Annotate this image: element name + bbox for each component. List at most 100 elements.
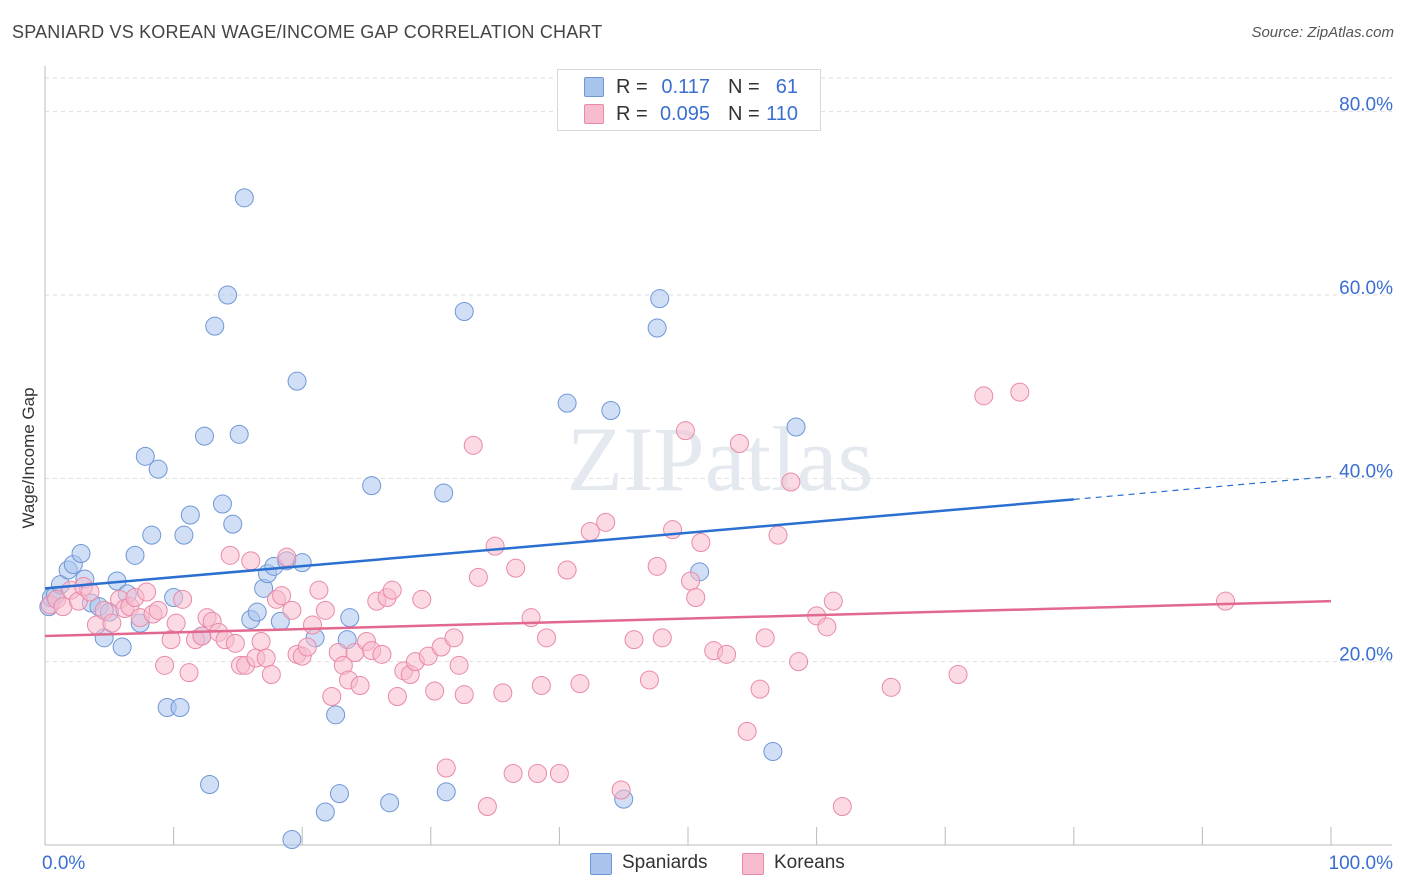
watermark: ZIPatlas [567,408,874,510]
data-point [225,633,245,653]
data-point [528,764,548,783]
data-points [39,188,1236,849]
data-point [624,630,644,650]
data-point [174,525,194,545]
data-point [282,830,302,849]
data-point [755,628,775,648]
data-point [261,665,281,684]
data-point [650,289,670,309]
data-point [652,628,672,648]
data-point [691,533,711,552]
trend-lines [44,475,1332,638]
data-point [611,780,631,800]
data-point [948,665,968,684]
r-value: 0.117 [661,76,710,98]
data-point [223,514,243,534]
n-label: N = [728,76,760,98]
data-point [468,567,488,587]
data-point [647,556,667,576]
trend-line-koreans [44,599,1332,638]
data-point [387,687,407,706]
r-label: R = [616,76,648,98]
data-point [362,476,382,496]
data-point [601,401,621,420]
koreans-swatch [584,104,604,124]
data-point [1216,591,1236,611]
data-point [137,582,157,602]
data-point [173,589,193,609]
data-point [717,644,737,664]
data-point [272,586,292,606]
koreans-legend-swatch [742,853,764,875]
data-point [763,742,783,761]
source-note: Source: ZipAtlas.com [1251,24,1394,41]
spaniards-legend-label: Spaniards [622,852,708,873]
stats-legend: R = 0.117 N = 61 R = 0.095 N = 110 [557,69,821,131]
data-point [155,655,175,675]
data-point [832,797,852,816]
data-point [297,637,317,657]
n-value: 61 [775,76,798,98]
data-point [148,459,168,479]
data-point [454,685,474,705]
data-point [881,677,901,697]
data-point [282,600,302,620]
stats-row-koreans: R = 0.095 N = 110 [558,100,820,127]
data-point [229,424,249,444]
data-point [148,600,168,620]
chart-title: SPANIARD VS KOREAN WAGE/INCOME GAP CORRE… [12,22,603,42]
data-point [382,580,402,600]
data-point [80,582,100,602]
data-point [340,608,360,628]
spaniards-swatch [584,77,604,97]
data-point [350,676,370,695]
data-point [596,512,616,532]
spaniards-legend-swatch [590,853,612,875]
data-point [737,721,757,741]
data-point [557,560,577,580]
data-point [326,705,346,725]
data-point [786,417,806,437]
data-point [179,663,199,683]
data-point [315,802,335,822]
data-point [549,764,569,783]
data-point [329,784,349,804]
data-point [817,617,837,637]
data-point [247,602,267,622]
y-tick-label: 40.0% [1339,461,1393,482]
data-point [729,434,749,453]
stats-row-spaniards: R = 0.117 N = 61 [558,73,820,100]
tick-labels: 20.0% 40.0% 60.0% 80.0% 0.0% 100.0% [42,95,1393,874]
data-point [372,644,392,664]
data-point [142,525,162,545]
data-point [315,600,335,620]
data-point [434,483,454,503]
data-point [112,637,132,657]
data-point [557,393,577,413]
data-point [580,522,600,541]
data-point [180,505,200,525]
data-point [287,371,307,391]
series-spaniards [39,188,806,849]
data-point [537,628,557,648]
trend-line-spaniards [44,498,1074,590]
data-point [256,648,276,668]
data-point [675,421,695,441]
y-tick-label: 60.0% [1339,278,1393,299]
data-point [412,589,432,609]
data-point [781,472,801,492]
y-tick-label: 80.0% [1339,95,1393,116]
n-label: N = [728,103,760,125]
data-point [663,520,683,540]
data-point [823,591,843,611]
data-point [218,285,238,305]
data-point [506,558,526,578]
data-point [974,386,994,406]
data-point [570,674,590,694]
data-point [647,318,667,338]
data-point [251,632,271,651]
data-point [71,544,91,563]
y-axis-label: Wage/Income Gap [19,387,38,528]
data-point [449,655,469,675]
